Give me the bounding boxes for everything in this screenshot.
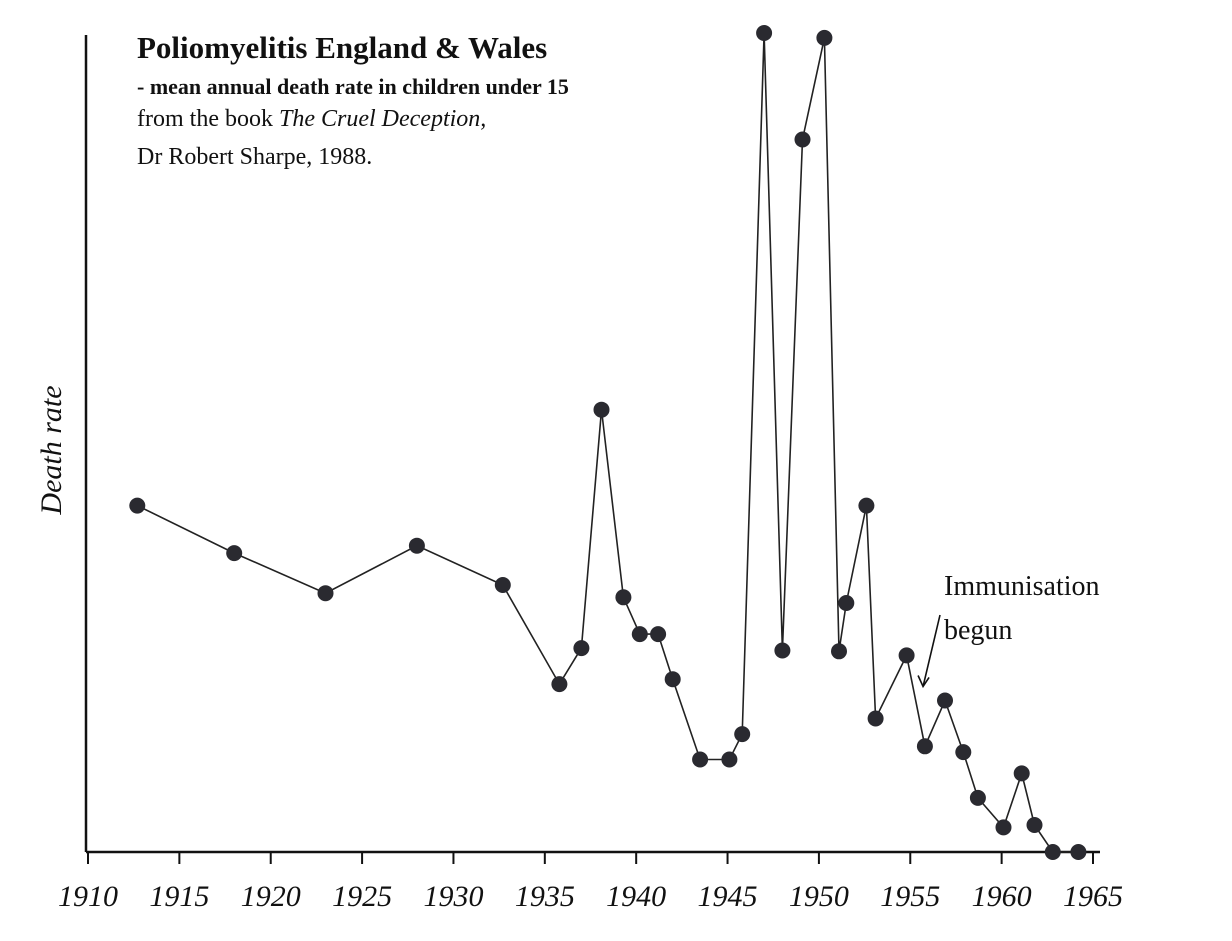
data-point-32 (1070, 844, 1087, 860)
x-tick-label-1930: 1930 (423, 880, 483, 913)
data-point-0 (129, 497, 146, 514)
x-tick-label-1950: 1950 (789, 880, 849, 913)
chart-subtitle: - mean annual death rate in children und… (137, 74, 569, 99)
data-point-25 (937, 692, 953, 709)
x-tick-label-1915: 1915 (149, 880, 209, 913)
data-point-23 (898, 647, 915, 664)
data-point-2 (317, 585, 334, 602)
data-point-4 (494, 577, 511, 593)
data-point-29 (1013, 765, 1030, 782)
data-point-15 (756, 25, 773, 41)
x-tick-label-1910: 1910 (58, 880, 118, 913)
y-axis-label: Death rate (35, 385, 68, 515)
chart-title: Poliomyelitis England & Wales (137, 30, 548, 65)
annotation-text-line1: Immunisation (944, 571, 1100, 602)
chart-source-author: Dr Robert Sharpe, 1988. (137, 144, 373, 170)
x-tick-label-1925: 1925 (332, 880, 392, 913)
x-tick-label-1960: 1960 (972, 880, 1032, 913)
data-point-18 (816, 29, 833, 46)
data-point-24 (916, 738, 933, 755)
chart-source-book: from the book The Cruel Deception, (137, 106, 486, 133)
data-point-16 (774, 642, 791, 659)
data-point-19 (831, 643, 847, 660)
data-point-8 (615, 589, 632, 606)
x-tick-label-1955: 1955 (880, 880, 940, 913)
data-point-1 (226, 545, 243, 562)
data-point-5 (551, 676, 568, 693)
data-point-10 (650, 626, 667, 643)
annotation-arrow-shaft (922, 614, 941, 687)
data-point-31 (1044, 844, 1061, 860)
source-prefix: from the book (137, 106, 279, 132)
annotation-arrow-head (917, 675, 930, 689)
data-point-28 (995, 819, 1012, 836)
x-tick-label-1965: 1965 (1063, 880, 1123, 913)
data-point-22 (867, 710, 884, 727)
data-point-14 (734, 726, 751, 743)
data-point-20 (838, 595, 855, 611)
source-book-title: The Cruel Deception, (278, 106, 487, 132)
data-point-9 (631, 626, 648, 643)
x-tick-label-1935: 1935 (515, 880, 575, 913)
data-point-26 (955, 744, 972, 761)
x-tick-label-1920: 1920 (241, 880, 301, 913)
annotation-text-line2: begun (944, 615, 1013, 646)
data-point-30 (1026, 817, 1043, 833)
data-point-12 (692, 751, 709, 768)
data-point-21 (858, 497, 875, 514)
data-point-27 (969, 789, 986, 806)
data-point-7 (593, 401, 610, 418)
data-point-17 (794, 131, 811, 148)
data-point-11 (664, 671, 681, 688)
data-point-13 (721, 751, 738, 768)
x-tick-label-1940: 1940 (606, 880, 666, 913)
data-point-3 (408, 537, 425, 554)
x-tick-label-1945: 1945 (698, 880, 758, 913)
data-point-6 (573, 640, 590, 657)
